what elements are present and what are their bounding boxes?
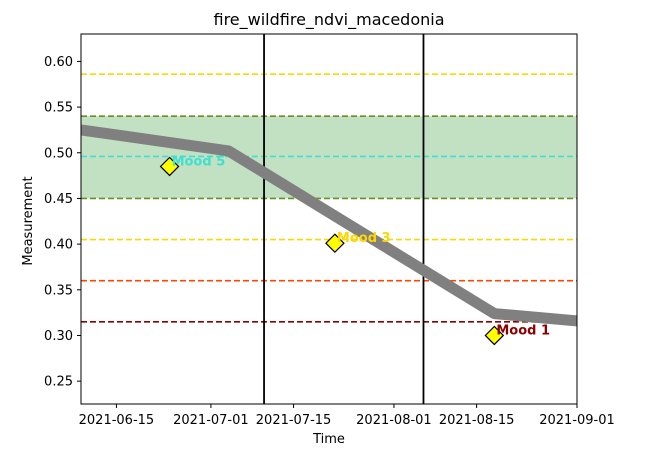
y-tick-label-7: 0.55 bbox=[44, 101, 73, 116]
annotation-marker-1 bbox=[159, 156, 180, 177]
y-axis-label: Measurement bbox=[21, 176, 36, 265]
threshold-band bbox=[81, 116, 577, 199]
x-tick-label-1: 2021-06-15 bbox=[79, 413, 155, 428]
series-line-measurement bbox=[81, 124, 577, 327]
annotation-label-3: Mood 1 bbox=[496, 323, 550, 338]
y-tick-label-5: 0.45 bbox=[44, 192, 73, 207]
chart-title: fire_wildfire_ndvi_macedonia bbox=[213, 10, 444, 30]
annotation-label-1: Mood 5 bbox=[172, 154, 226, 169]
y-tick-label-8: 0.60 bbox=[44, 55, 73, 70]
plot-area: Mood 5 Mood 3 Mood 1 0.25 0.30 0.35 0.40 0.45 0.… bbox=[44, 33, 615, 428]
annotation-label-2: Mood 3 bbox=[337, 231, 391, 246]
x-tick-label-2: 2021-07-01 bbox=[173, 413, 249, 428]
x-tick-label-5: 2021-08-15 bbox=[439, 413, 515, 428]
x-tick-label-4: 2021-08-01 bbox=[356, 413, 432, 428]
y-tick-label-6: 0.50 bbox=[44, 146, 73, 161]
annotation-marker-3 bbox=[484, 325, 505, 346]
y-tick-label-3: 0.35 bbox=[44, 283, 73, 298]
x-tick-label-6: 2021-09-01 bbox=[539, 413, 615, 428]
y-tick-label-2: 0.30 bbox=[44, 329, 73, 344]
x-tick-label-3: 2021-07-15 bbox=[256, 413, 332, 428]
annotation-marker-2 bbox=[325, 233, 345, 254]
y-tick-label-1: 0.25 bbox=[44, 375, 73, 390]
axes-frame bbox=[80, 33, 578, 405]
y-tick-label-4: 0.40 bbox=[44, 238, 73, 253]
x-axis-label: Time bbox=[312, 432, 345, 447]
